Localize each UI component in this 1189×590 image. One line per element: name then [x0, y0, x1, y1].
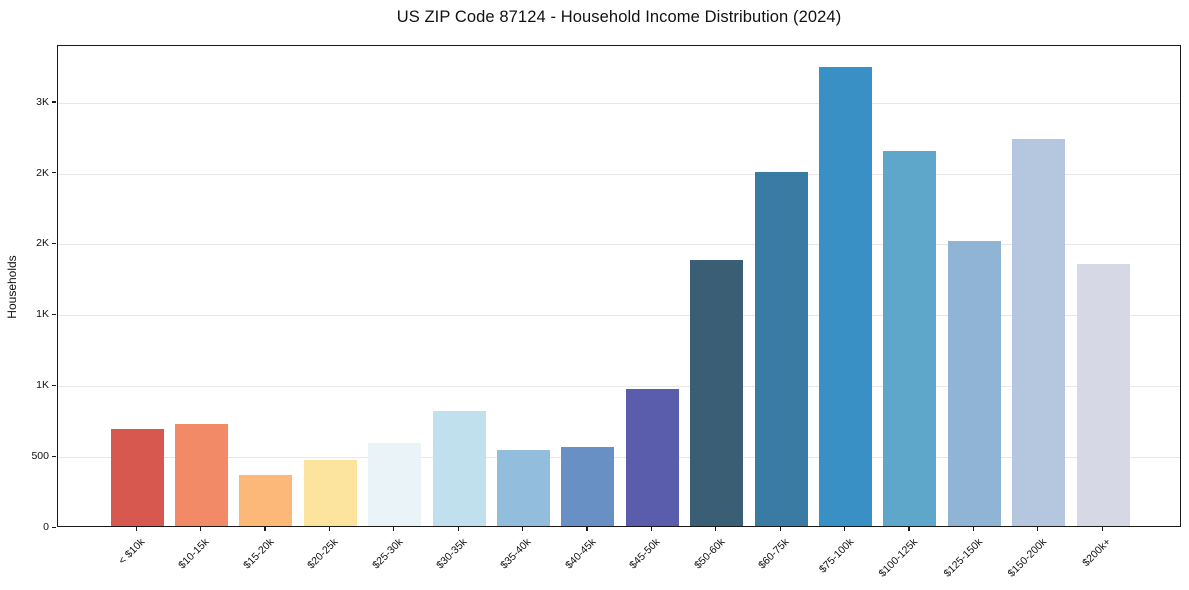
bar	[432, 410, 486, 526]
y-tick-mark	[52, 384, 56, 387]
x-tick-mark	[972, 527, 974, 531]
x-tick-label: $75-100k	[816, 536, 856, 576]
bar	[174, 423, 228, 526]
bar	[110, 428, 164, 526]
x-tick-mark	[264, 527, 266, 531]
bar	[1076, 263, 1130, 526]
bar	[818, 66, 872, 526]
y-tick-mark	[52, 242, 56, 245]
x-tick-mark	[715, 527, 717, 531]
bar	[947, 240, 1001, 526]
y-tick-mark	[52, 172, 56, 174]
x-tick-mark	[521, 527, 524, 531]
x-tick-mark	[1101, 527, 1103, 531]
gridline	[58, 173, 1180, 175]
gridline	[58, 457, 1180, 459]
x-tick-mark	[457, 527, 459, 531]
x-tick-label: $20-25k	[305, 536, 341, 572]
x-tick-label: $45-50k	[627, 536, 663, 572]
x-tick-mark	[650, 527, 652, 531]
bar	[496, 450, 550, 526]
x-tick-mark	[393, 527, 395, 531]
y-tick-label: 2K	[36, 237, 49, 250]
gridline	[58, 315, 1180, 317]
bar	[239, 474, 293, 526]
chart-title: US ZIP Code 87124 - Household Income Dis…	[396, 8, 842, 26]
y-tick-label: 1K	[36, 308, 49, 321]
gridline	[58, 102, 1180, 104]
gridline	[58, 386, 1180, 388]
x-tick-label: $200k+	[1080, 536, 1114, 570]
x-tick-label: $15-20k	[240, 536, 277, 572]
x-tick-label: < $10k	[116, 536, 148, 567]
x-tick-label: $50-60k	[691, 536, 728, 572]
x-tick-label: $125-150k	[941, 536, 985, 580]
x-tick-mark	[328, 527, 330, 531]
x-tick-label: $60-75k	[756, 536, 792, 572]
x-tick-mark	[586, 527, 588, 531]
x-tick-label: $40-45k	[562, 536, 599, 572]
x-tick-mark	[135, 527, 137, 531]
x-tick-label: $30-35k	[434, 536, 470, 572]
x-tick-label: $35-40k	[498, 536, 534, 572]
bar	[368, 442, 422, 526]
x-tick-mark	[199, 527, 202, 531]
bar	[690, 259, 744, 526]
bar	[1012, 138, 1066, 526]
y-tick-mark	[52, 101, 56, 103]
y-axis-label: Households	[5, 255, 19, 319]
x-tick-label: $25-30k	[369, 536, 406, 572]
y-tick-label: 1K	[36, 379, 49, 392]
x-tick-mark	[779, 527, 781, 531]
x-tick-label: $10-15k	[176, 536, 212, 572]
y-tick-label: 0	[43, 521, 49, 533]
y-tick-mark	[52, 313, 56, 316]
y-tick-mark	[52, 455, 56, 457]
x-tick-mark	[843, 527, 846, 531]
bar	[754, 171, 808, 526]
x-tick-mark	[908, 527, 910, 531]
x-tick-label: $150-200k	[1005, 536, 1050, 580]
gridline	[58, 244, 1180, 246]
bar	[561, 446, 615, 526]
y-tick-mark	[52, 526, 56, 528]
y-tick-label: 500	[31, 450, 49, 463]
bar	[303, 459, 357, 526]
y-tick-label: 3K	[36, 95, 49, 108]
bar	[625, 389, 679, 526]
x-tick-label: $100-125k	[876, 536, 921, 580]
x-tick-mark	[1037, 527, 1039, 531]
y-tick-label: 2K	[36, 166, 49, 179]
plot-area	[57, 45, 1181, 527]
bar	[883, 150, 937, 526]
